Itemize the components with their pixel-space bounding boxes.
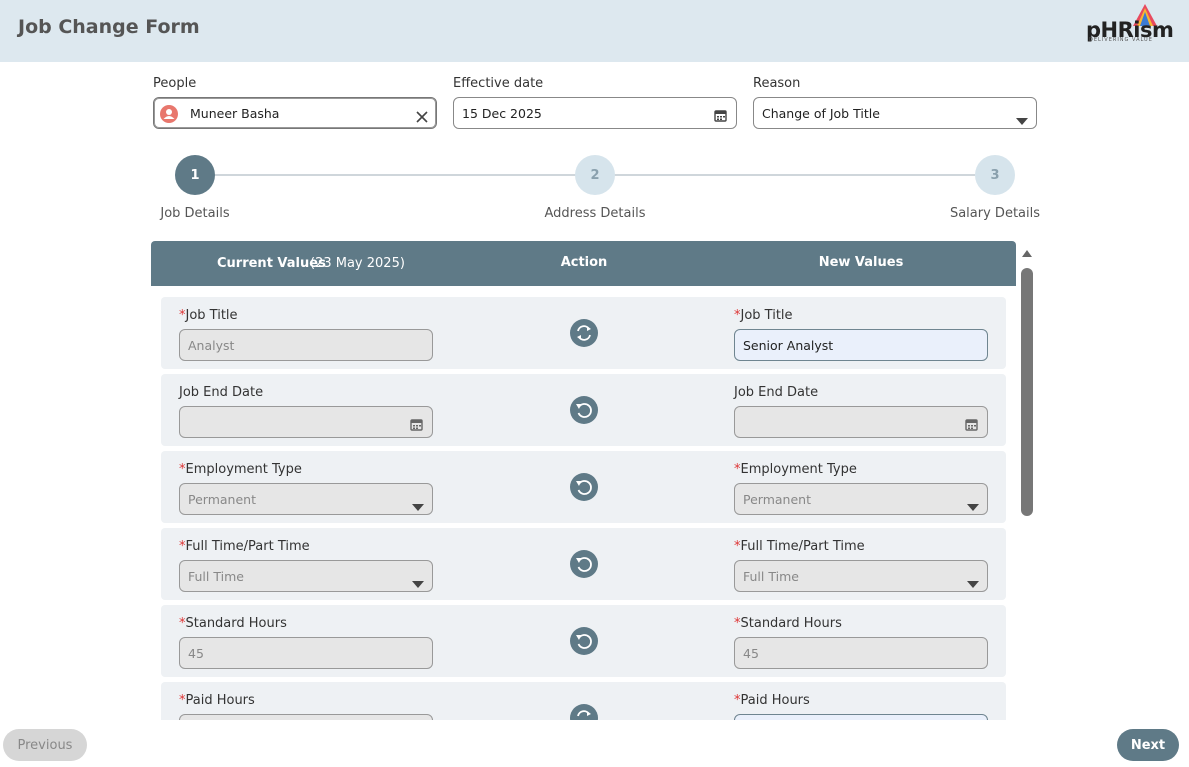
field-label: *Standard Hours — [179, 616, 287, 631]
current-input: Permanent — [179, 483, 433, 515]
filter-value: Muneer Basha — [190, 106, 279, 121]
label-text: Paid Hours — [741, 693, 810, 708]
calendar-icon — [410, 417, 424, 431]
current-value: Full Time — [188, 569, 244, 584]
field-label: *Standard Hours — [734, 616, 842, 631]
new-value: Full Time — [743, 569, 799, 584]
dropdown-icon — [1016, 111, 1028, 119]
action-header: Action — [484, 255, 684, 270]
calendar-icon — [965, 417, 979, 431]
step-circle[interactable]: 2 — [575, 155, 615, 195]
logo-tagline: DELIVERING VALUE — [1089, 37, 1153, 43]
field-row: *Employment Type Permanent *Employment Typ… — [161, 451, 1006, 523]
action-button[interactable] — [570, 627, 598, 655]
step-label: Salary Details — [915, 206, 1075, 221]
previous-button[interactable]: Previous — [3, 729, 87, 761]
next-button[interactable]: Next — [1117, 729, 1179, 761]
label-text: Full Time/Part Time — [741, 539, 865, 554]
label-text: Employment Type — [186, 462, 302, 477]
dropdown-icon — [412, 497, 424, 505]
label-text: Job Title — [186, 308, 238, 323]
field-row: *Standard Hours 45 *Standard Hours 45 — [161, 605, 1006, 677]
label-text: Standard Hours — [741, 616, 842, 631]
new-input[interactable] — [734, 714, 988, 720]
step-label: Address Details — [515, 206, 675, 221]
current-input — [179, 714, 433, 720]
action-button[interactable] — [570, 319, 598, 347]
filter-label: Effective date — [453, 76, 543, 91]
current-input: Full Time — [179, 560, 433, 592]
field-row: Job End Date Job End Date — [161, 374, 1006, 446]
new-value: Permanent — [743, 492, 811, 507]
label-text: Job End Date — [734, 385, 818, 400]
step-circle[interactable]: 1 — [175, 155, 215, 195]
current-value: 45 — [188, 646, 204, 661]
action-button[interactable] — [570, 396, 598, 424]
filter-value: 15 Dec 2025 — [462, 106, 542, 121]
field-label: *Paid Hours — [179, 693, 255, 708]
new-input[interactable]: Senior Analyst — [734, 329, 988, 361]
filter-label: People — [153, 76, 196, 91]
new-value: Senior Analyst — [743, 338, 833, 353]
field-label: *Job Title — [734, 308, 793, 323]
step-circle[interactable]: 3 — [975, 155, 1015, 195]
label-text: Job Title — [741, 308, 793, 323]
field-label: *Employment Type — [179, 462, 302, 477]
field-label: *Paid Hours — [734, 693, 810, 708]
label-text: Standard Hours — [186, 616, 287, 631]
calendar-icon — [714, 108, 728, 122]
current-value: Permanent — [188, 492, 256, 507]
scrollbar — [1019, 246, 1035, 518]
filter-label: Reason — [753, 76, 800, 91]
action-button[interactable] — [570, 550, 598, 578]
filter-value: Change of Job Title — [762, 106, 880, 121]
field-label: *Employment Type — [734, 462, 857, 477]
new-input[interactable]: 45 — [734, 637, 988, 669]
filter-input[interactable]: Change of Job Title — [753, 97, 1037, 129]
current-input — [179, 406, 433, 438]
filter-input[interactable]: 15 Dec 2025 — [453, 97, 737, 129]
label-text: Paid Hours — [186, 693, 255, 708]
field-label: *Job Title — [179, 308, 238, 323]
field-label: Job End Date — [179, 385, 263, 400]
new-input[interactable]: Permanent — [734, 483, 988, 515]
page-title: Job Change Form — [18, 16, 200, 38]
new-input[interactable]: Full Time — [734, 560, 988, 592]
clear-icon — [416, 108, 428, 120]
label-text: Full Time/Part Time — [186, 539, 310, 554]
field-row: *Job Title Analyst *Job Title Senior Analys… — [161, 297, 1006, 369]
table-body: *Job Title Analyst *Job Title Senior Analys… — [151, 286, 1016, 720]
new-header: New Values — [761, 255, 961, 270]
field-label: *Full Time/Part Time — [734, 539, 865, 554]
field-label: *Full Time/Part Time — [179, 539, 310, 554]
current-value: Analyst — [188, 338, 234, 353]
dropdown-icon — [967, 497, 979, 505]
field-row: *Paid Hours *Paid Hours — [161, 682, 1006, 720]
label-text: Job End Date — [179, 385, 263, 400]
filter-input[interactable]: Muneer Basha — [153, 97, 437, 129]
field-label: Job End Date — [734, 385, 818, 400]
action-button[interactable] — [570, 473, 598, 501]
dropdown-icon — [967, 574, 979, 582]
action-button[interactable] — [570, 704, 598, 720]
current-date: (23 May 2025) — [310, 256, 405, 271]
field-row: *Full Time/Part Time Full Time *Full Time/… — [161, 528, 1006, 600]
step-label: Job Details — [115, 206, 275, 221]
dropdown-icon — [412, 574, 424, 582]
avatar-icon — [159, 104, 179, 124]
current-input: 45 — [179, 637, 433, 669]
label-text: Employment Type — [741, 462, 857, 477]
new-value: 45 — [743, 646, 759, 661]
current-input: Analyst — [179, 329, 433, 361]
new-input[interactable] — [734, 406, 988, 438]
